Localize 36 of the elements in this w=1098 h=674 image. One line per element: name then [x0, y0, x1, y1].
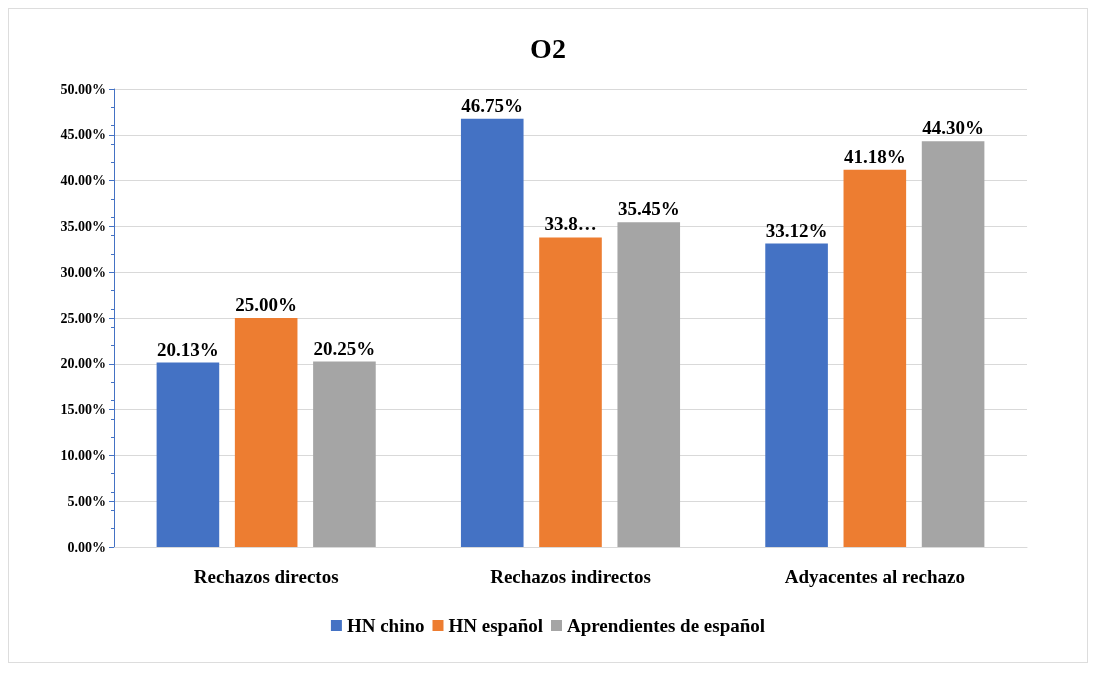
bar	[765, 243, 828, 547]
y-tick-label: 50.00%	[60, 81, 106, 97]
legend-label: HN chino	[346, 615, 425, 636]
bar	[234, 318, 298, 547]
y-tick-label: 20.00%	[60, 356, 106, 372]
data-label: 44.30%	[922, 117, 984, 139]
y-tick-label: 35.00%	[60, 218, 106, 234]
y-tick-label: 0.00%	[67, 539, 106, 555]
y-tick-label: 25.00%	[60, 310, 106, 326]
y-tick-label: 15.00%	[60, 402, 106, 418]
data-label: 20.13%	[157, 338, 219, 360]
bar	[617, 222, 681, 547]
bar	[313, 361, 376, 547]
y-tick-label: 40.00%	[60, 173, 106, 189]
chart-title: O2	[530, 32, 566, 64]
bar	[921, 141, 985, 547]
data-label: 33.8…	[544, 213, 597, 235]
legend-label: Aprendientes de español	[566, 615, 766, 636]
legend-label: HN español	[448, 615, 543, 636]
data-label: 46.75%	[461, 94, 524, 116]
x-tick-label: Adyacentes al rechazo	[784, 566, 965, 587]
y-tick-label: 45.00%	[60, 127, 106, 143]
x-tick-label: Rechazos directos	[193, 566, 339, 587]
data-label: 41.18%	[843, 145, 906, 167]
y-tick-label: 10.00%	[60, 447, 106, 463]
y-tick-label: 5.00%	[67, 493, 106, 509]
data-label: 33.12%	[765, 219, 828, 241]
bar	[843, 169, 907, 547]
data-label: 20.25%	[313, 337, 376, 359]
y-tick-label: 30.00%	[60, 264, 106, 280]
bar	[539, 237, 602, 547]
data-label: 25.00%	[235, 294, 298, 315]
bar	[156, 362, 220, 547]
bar	[460, 118, 524, 547]
x-tick-label: Rechazos indirectos	[490, 566, 651, 587]
data-label: 35.45%	[617, 198, 680, 220]
